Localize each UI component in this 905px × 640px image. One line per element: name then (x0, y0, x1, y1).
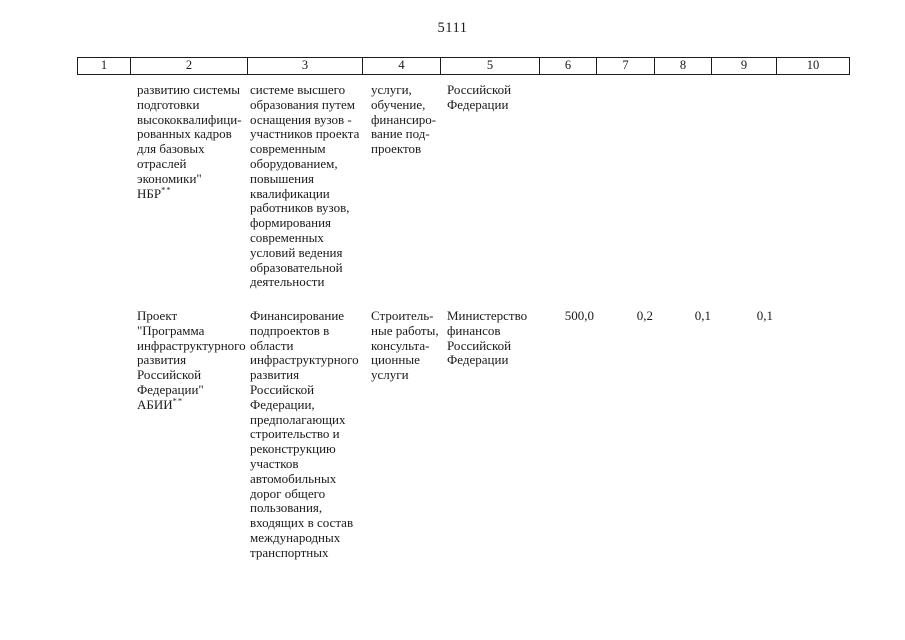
table-header-cell-1: 1 (100, 58, 108, 72)
cell-expense-types: услуги, обучение, финансиро- вание под- … (371, 82, 437, 157)
footnote-marker: ** (161, 184, 172, 195)
cell-expense-types: Строитель- ные работы, консульта- ционны… (371, 308, 439, 383)
table-header-cell-9: 9 (711, 58, 776, 74)
table-header-cell-6: 6 (539, 58, 596, 74)
table-header-cell-4: 4 (362, 58, 440, 74)
cell-amount-col8: 0,1 (694, 308, 711, 323)
table-header-cell-5: 5 (440, 58, 539, 74)
cell-project-description: Финансирование подпроектов в области инф… (250, 308, 359, 560)
page-number: 5111 (437, 20, 468, 36)
cell-executor: Министерство финансов Российской Федерац… (447, 308, 528, 368)
cell-project-name: Проект "Программа инфраструктурного разв… (137, 308, 246, 412)
table-header-cell-8: 8 (654, 58, 711, 74)
cell-amount-col7: 0,2 (636, 308, 653, 323)
table-header-cell-2: 2 (130, 58, 247, 74)
table-header-cell-7: 7 (596, 58, 654, 74)
cell-executor: Российской Федерации (447, 82, 512, 112)
table-header-cell-10: 10 (776, 58, 849, 74)
table-header-cell-3: 3 (247, 58, 362, 74)
footnote-marker: ** (172, 395, 184, 406)
cell-amount-total: 500,0 (564, 308, 594, 323)
cell-project-name: развитию системы подготовки высококвалиф… (137, 82, 242, 201)
table-header-row: 1 2 3 4 5 6 7 8 9 10 (77, 57, 850, 75)
cell-amount-col9: 0,1 (756, 308, 773, 323)
cell-project-description: системе высшего образования путем оснаще… (250, 82, 360, 290)
